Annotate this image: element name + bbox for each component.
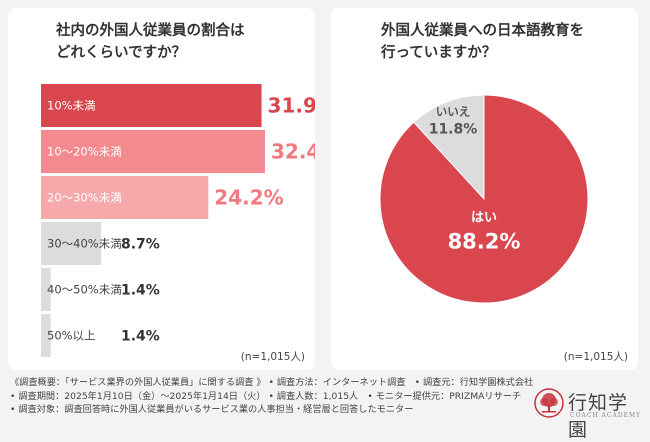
bar-6 [41, 314, 51, 357]
bar-4 [41, 222, 102, 265]
footer-line-3: • 調査対象：調査回答時に外国人従業員がいるサービス業の人事担当・経営層と回答し… [10, 404, 414, 415]
survey-footer: 《調査概要：「サービス業界の外国人従業員」に関する調査 》 • 調査方法：インタ… [10, 376, 534, 417]
bar-value-label-6: 1.4% [121, 329, 160, 345]
footer-line-2: • 調査期間：2025年1月10日（金）〜2025年1月14日（火） • 調査人… [10, 390, 522, 402]
bar-category-label-2: 10〜20%未満 [47, 145, 122, 159]
pie-chart-title-line1: 外国人従業員への日本語教育を [381, 23, 584, 39]
pie-category-label-1: はい [471, 210, 497, 225]
bar-5 [41, 268, 51, 311]
bar-chart-title-line1: 社内の外国人従業員の割合は [56, 23, 245, 39]
pie-chart-sample-size: (n=1,015人) [563, 351, 628, 363]
tree-emblem-icon [534, 388, 564, 418]
pie-chart: はい 88.2% いいえ 11.8% [379, 94, 589, 304]
bar-category-label-6: 50%以上 [47, 329, 96, 343]
bar-category-label-3: 20〜30%未満 [47, 191, 122, 205]
pie-category-label-2: いいえ [436, 105, 471, 119]
bar-chart-title: 社内の外国人従業員の割合は どれくらいですか？ [56, 20, 306, 64]
bar-category-label-1: 10%未満 [47, 99, 96, 113]
right-chart-card: 外国人従業員への日本語教育を 行っていますか？ はい 88.2% いいえ 11.8% … [331, 8, 638, 370]
bar-chart: 10%未満 31.9% 10〜20%未満 32.4% 20〜30%未満 24.2% 30〜4… [41, 84, 315, 357]
bar-chart-sample-size: (n=1,015人) [240, 351, 305, 363]
company-logo: 行知学園 COACH ACADEMY [534, 386, 646, 441]
footer-line-1: 《調査概要：「サービス業界の外国人従業員」に関する調査 》 • 調査方法：インタ… [10, 377, 534, 388]
bar-value-label-4: 8.7% [121, 237, 160, 253]
bar-3 [41, 176, 209, 219]
bar-value-label-1: 31.9% [268, 94, 315, 118]
bar-category-label-4: 30〜40%未満 [47, 237, 122, 251]
bar-value-label-3: 24.2% [214, 186, 283, 210]
pie-value-label-1: 88.2% [448, 230, 521, 254]
left-chart-card: 社内の外国人従業員の割合は どれくらいですか？ 10%未満 31.9% 10〜20%… [8, 8, 315, 370]
bar-2 [41, 130, 265, 173]
bar-value-label-5: 1.4% [121, 283, 160, 299]
bar-value-label-2: 32.4% [271, 140, 315, 164]
pie-chart-title: 外国人従業員への日本語教育を 行っていますか？ [381, 20, 631, 64]
bar-category-label-5: 40〜50%未満 [47, 283, 122, 297]
pie-value-label-2: 11.8% [429, 122, 478, 138]
bar-chart-title-line2: どれくらいですか？ [56, 45, 187, 61]
pie-chart-title-line2: 行っていますか？ [381, 45, 497, 61]
bar-1 [41, 84, 262, 127]
logo-subtitle: COACH ACADEMY [570, 412, 642, 419]
pie-slice-2 [413, 94, 485, 201]
pie-slice-1 [379, 94, 589, 304]
